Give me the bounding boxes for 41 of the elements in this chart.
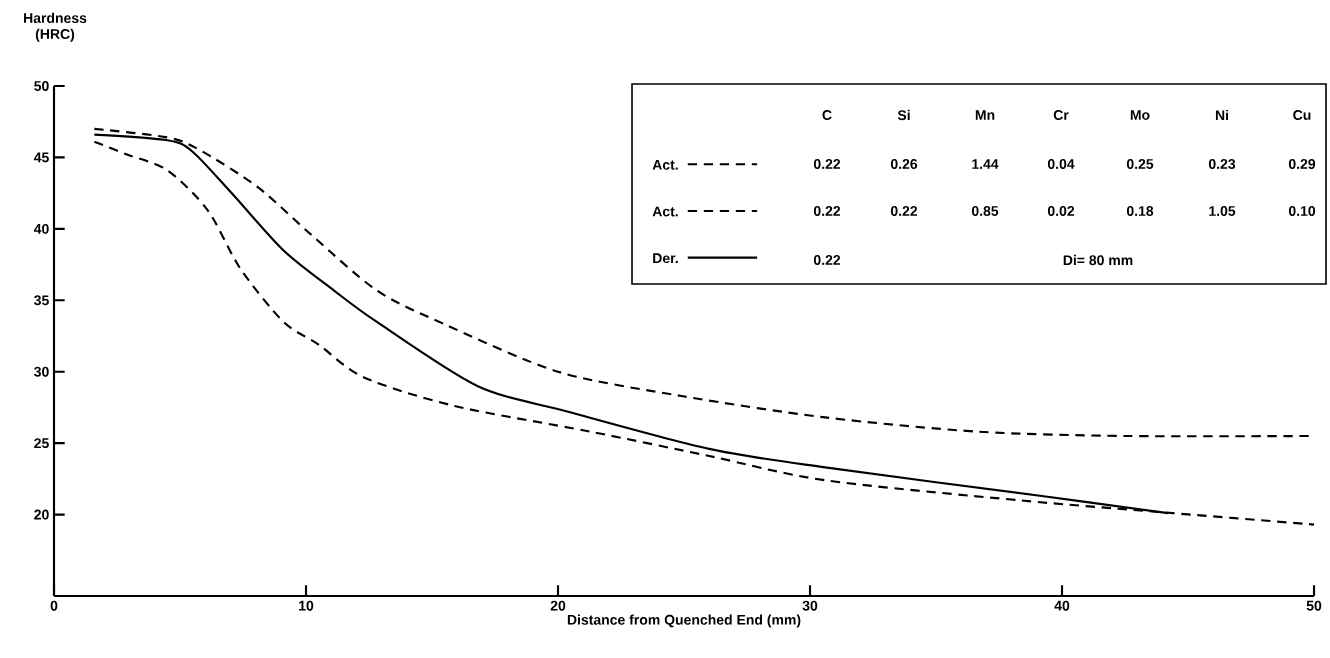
annotation: 0.23 [1208, 159, 1236, 169]
y-tick-label: 35 [34, 295, 49, 306]
annotation: 0.04 [1047, 159, 1075, 169]
x-axis-title: Distance from Quenched End (mm) [567, 614, 801, 628]
annotation: 0.26 [890, 159, 918, 169]
annotation: 0.22 [813, 159, 841, 169]
annotation: 0.85 [971, 206, 999, 216]
x-tick-label: 10 [299, 600, 314, 611]
annotation: 0.22 [813, 255, 841, 265]
y-tick-label: 25 [34, 438, 49, 449]
annotation: Cu [1293, 110, 1311, 120]
annotation: C [822, 110, 832, 120]
annotation: Mo [1130, 110, 1150, 120]
legend-label: Der. [653, 253, 678, 264]
x-tick-label: 50 [1306, 600, 1322, 611]
x-tick-label: 30 [802, 600, 818, 611]
y-tick-label: 40 [33, 223, 49, 234]
y-tick-label: 20 [34, 509, 49, 520]
annotation: 0.18 [1126, 206, 1154, 216]
annotation: Di= 80 mm [1063, 254, 1133, 266]
annotation: 0.22 [813, 206, 841, 216]
annotation: 0.10 [1288, 206, 1316, 216]
annotation: 0.22 [890, 206, 918, 216]
annotation: 0.02 [1047, 206, 1075, 216]
annotation: 1.44 [972, 159, 999, 169]
legend-label: Act. [652, 160, 678, 170]
annotation: 0.25 [1126, 159, 1154, 169]
x-tick-label: 40 [1054, 600, 1070, 611]
annotation: Mn [975, 110, 995, 120]
legend-label: Act. [652, 206, 678, 217]
x-tick-label: 20 [550, 600, 566, 611]
annotation: 1.05 [1209, 206, 1236, 216]
annotation: 0.29 [1288, 159, 1316, 169]
x-tick-label: 0 [50, 600, 58, 611]
y-tick-label: 30 [34, 366, 49, 377]
y-tick-label: 45 [33, 152, 49, 163]
annotation: Si [897, 109, 910, 121]
annotation: Cr [1053, 110, 1069, 120]
y-axis-title: Hardness (HRC) [24, 12, 87, 42]
y-tick-label: 50 [34, 81, 49, 91]
annotation: Ni [1215, 109, 1229, 121]
